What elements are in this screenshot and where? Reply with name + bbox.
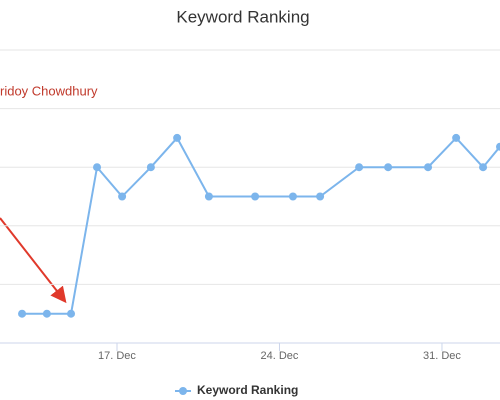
data-point	[67, 309, 76, 318]
data-point	[316, 192, 325, 201]
x-tick-label: 17. Dec	[98, 350, 136, 362]
annotation-arrow	[0, 217, 67, 304]
data-point	[496, 142, 500, 151]
chart-title: Keyword Ranking	[176, 7, 309, 26]
x-tick-label: 24. Dec	[261, 350, 299, 362]
data-point	[251, 192, 260, 201]
data-point	[424, 163, 433, 172]
data-point	[452, 133, 461, 142]
x-tick-label: 31. Dec	[423, 350, 461, 362]
data-point	[355, 163, 364, 172]
data-point	[146, 163, 155, 172]
data-point	[479, 163, 488, 172]
data-point	[173, 133, 182, 142]
data-point	[288, 192, 297, 201]
data-point	[384, 163, 393, 172]
data-point	[204, 192, 213, 201]
legend-symbol	[179, 387, 187, 395]
data-point	[93, 163, 102, 172]
data-point	[18, 309, 27, 318]
data-point	[118, 192, 127, 201]
legend-label: Keyword Ranking	[197, 383, 298, 397]
legend[interactable]: Keyword Ranking	[175, 383, 298, 397]
annotation: ridoy Chowdhury	[0, 83, 98, 98]
data-point	[42, 309, 51, 318]
